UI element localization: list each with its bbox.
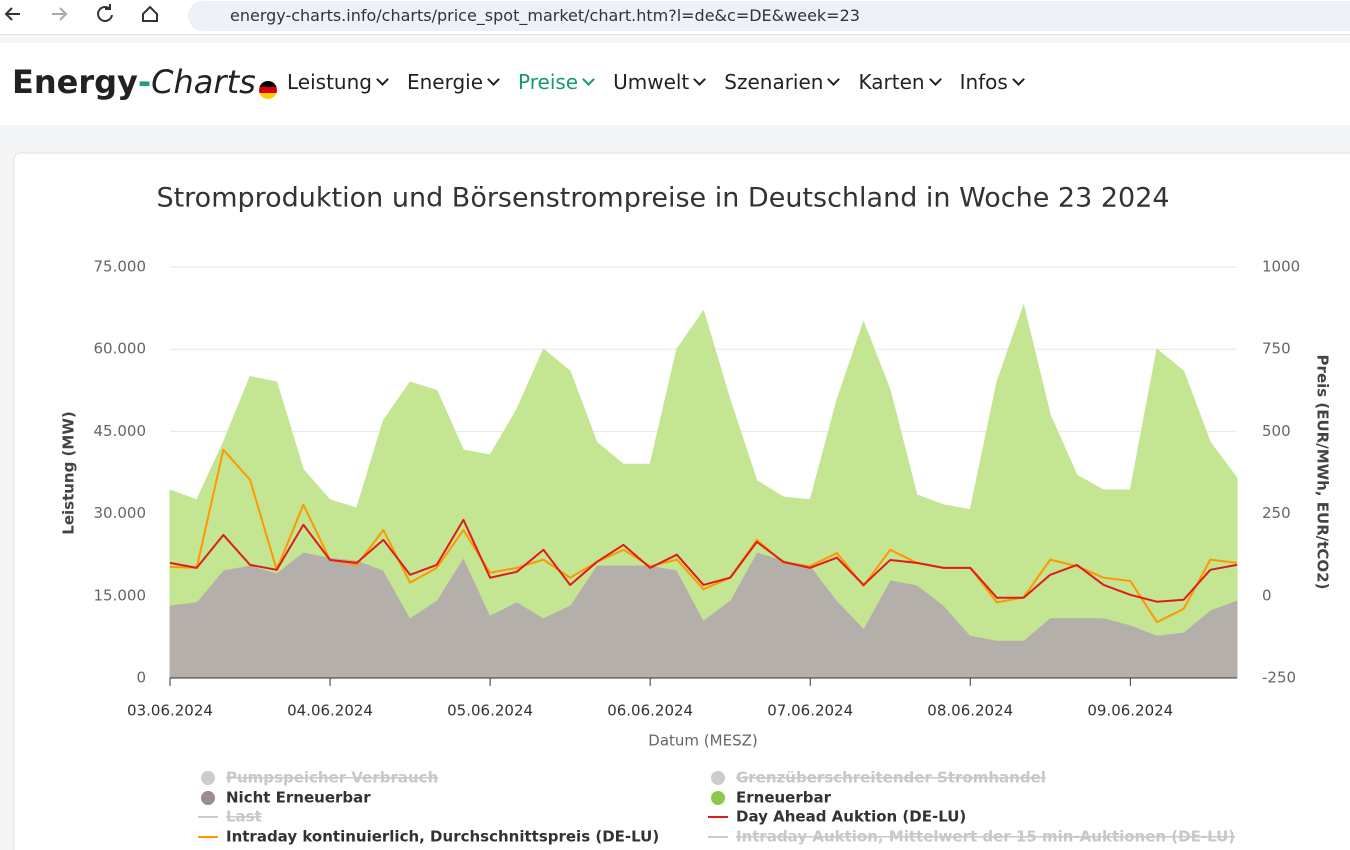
y-tick-label: 75.000 xyxy=(94,258,147,276)
y2-tick-label: 500 xyxy=(1262,422,1291,440)
x-tick-label: 04.06.2024 xyxy=(287,702,373,720)
y2-tick-label: -250 xyxy=(1262,669,1296,687)
menu-item[interactable]: Karten xyxy=(858,70,939,94)
x-axis-label: Datum (MESZ) xyxy=(648,732,757,750)
logo-dash: - xyxy=(137,63,152,101)
y-axis-label: Leistung (MW) xyxy=(60,411,78,534)
forward-button[interactable] xyxy=(52,7,68,21)
menu-item[interactable]: Umwelt xyxy=(613,70,704,94)
flag xyxy=(258,81,277,99)
y-tick-label: 0 xyxy=(136,669,146,687)
menu-item[interactable]: Szenarien xyxy=(724,70,838,94)
site-nav: Energy-Charts Leistung Energie Preise Umwel… xyxy=(0,43,1350,125)
legend-symbol xyxy=(201,771,215,785)
logo-text: Energy xyxy=(12,63,138,101)
menu: Leistung Energie Preise Umwelt Szenarien Kart… xyxy=(287,70,1023,94)
legend-label[interactable]: Pumpspeicher Verbrauch xyxy=(226,769,438,787)
legend-symbol xyxy=(711,791,725,805)
menu-item[interactable]: Preise xyxy=(518,70,593,94)
legend-label[interactable]: Intraday kontinuierlich, Durchschnittspr… xyxy=(226,828,659,846)
legend-label[interactable]: Grenzüberschreitender Stromhandel xyxy=(736,769,1046,787)
legend-label[interactable]: Erneuerbar xyxy=(736,789,832,807)
home-button[interactable] xyxy=(142,5,158,22)
x-tick-label: 08.06.2024 xyxy=(927,702,1013,720)
address-bar[interactable]: energy-charts.info/charts/price_spot_mar… xyxy=(188,1,1350,31)
legend-label[interactable]: Nicht Erneuerbar xyxy=(226,789,371,807)
reload-button[interactable] xyxy=(97,4,113,22)
logo[interactable]: Energy-Charts xyxy=(12,63,278,101)
browser-buttons xyxy=(4,4,158,22)
x-tick-label: 03.06.2024 xyxy=(127,702,213,720)
legend-label[interactable]: Day Ahead Auktion (DE-LU) xyxy=(736,808,966,826)
y2-tick-label: 1000 xyxy=(1262,258,1300,276)
y-tick-label: 45.000 xyxy=(94,422,147,440)
browser-toolbar: energy-charts.info/charts/price_spot_mar… xyxy=(0,0,1350,35)
x-tick-label: 05.06.2024 xyxy=(447,702,533,720)
y2-tick-label: 0 xyxy=(1262,586,1272,604)
chart-title: Stromproduktion und Börsenstrompreise in… xyxy=(156,183,1169,214)
x-tick-label: 06.06.2024 xyxy=(607,702,693,720)
line xyxy=(169,518,1238,603)
y2-tick-label: 250 xyxy=(1262,504,1291,522)
legend-symbol xyxy=(201,791,215,805)
line xyxy=(169,448,1238,624)
y-tick-label: 15.000 xyxy=(94,586,147,604)
x-tick-label: 09.06.2024 xyxy=(1087,702,1173,720)
y-tick-label: 30.000 xyxy=(94,504,147,522)
logo-text: Charts xyxy=(151,63,256,101)
menu-item[interactable]: Infos xyxy=(960,70,1023,94)
y2-tick-label: 750 xyxy=(1262,340,1291,358)
x-tick-label: 07.06.2024 xyxy=(767,702,853,720)
legend-label[interactable]: Last xyxy=(226,808,262,826)
y-tick-label: 60.000 xyxy=(94,340,147,358)
y2-axis-label: Preis (EUR/MWh, EUR/tCO2) xyxy=(1314,355,1332,590)
legend-symbol xyxy=(711,771,725,785)
legend-label[interactable]: Intraday Auktion, Mittelwert der 15 min-… xyxy=(736,828,1235,846)
area xyxy=(169,303,1238,641)
back-button[interactable] xyxy=(4,7,20,21)
menu-item[interactable]: Energie xyxy=(407,70,498,94)
menu-item[interactable]: Leistung xyxy=(287,70,387,94)
